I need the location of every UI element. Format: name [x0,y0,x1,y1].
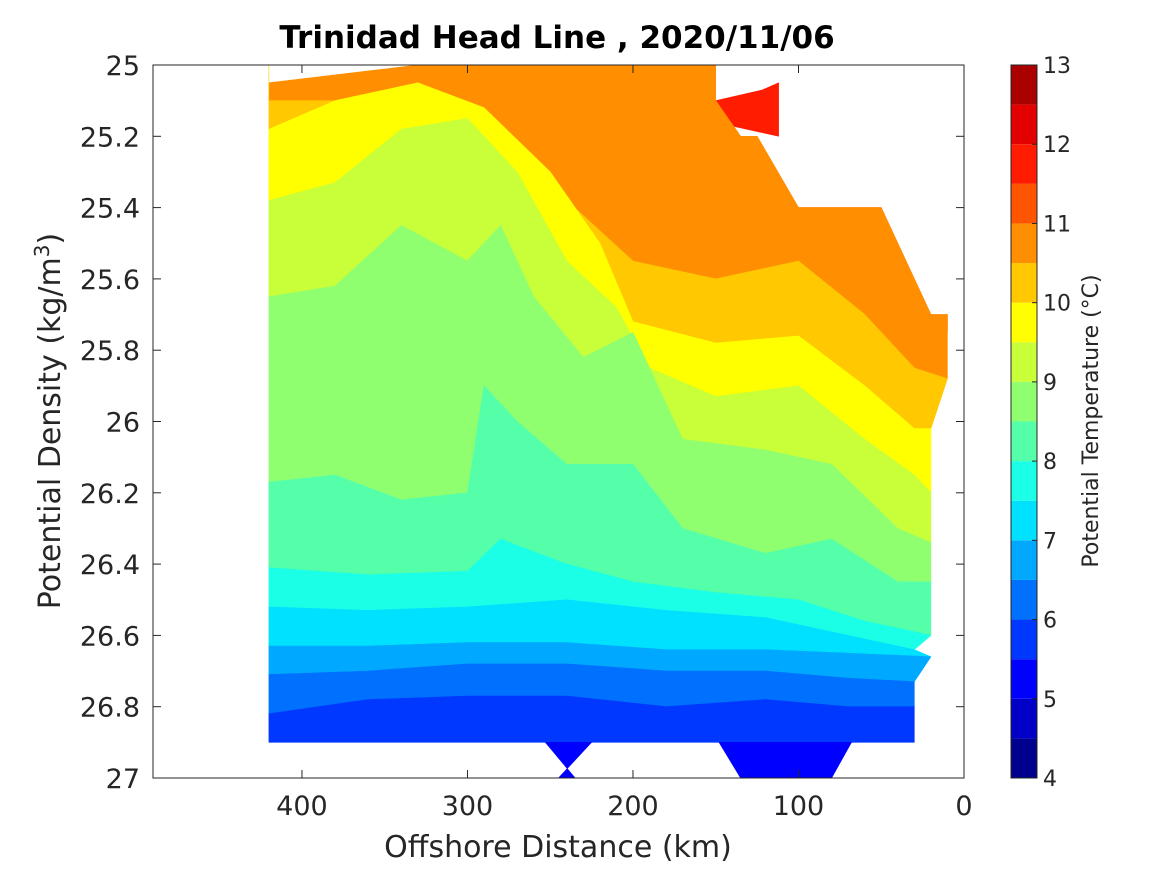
colorbar-segment-8 [1011,421,1037,462]
contour-band-13 [268,695,915,743]
colorbar-tick-label: 7 [1043,529,1057,554]
y-axis-label: Potential Density (kg/m3) [30,233,68,609]
colorbar-segment-12 [1011,263,1037,303]
contour-bands [268,65,948,778]
y-axis-label-superscript: 3 [30,244,54,257]
y-axis-label-main: Potential Density (kg/m [33,257,68,609]
colorbar-segment-2 [1011,659,1037,699]
colorbar-segment-15 [1011,144,1037,184]
colorbar-segment-13 [1011,223,1037,264]
colorbar-segment-17 [1011,65,1037,105]
colorbar-tick-label: 5 [1043,688,1057,713]
colorbar-segment-7 [1011,461,1037,501]
colorbar-segment-16 [1011,104,1037,145]
x-tick-label: 100 [773,791,825,822]
y-tick-label: 26.4 [80,550,140,581]
colorbar-segment-3 [1011,619,1037,660]
colorbar-segment-10 [1011,342,1037,382]
y-tick-label: 25 [106,51,140,82]
y-tick-label: 25.6 [80,265,140,296]
y-tick-label: 26.2 [80,479,140,510]
colorbar-tick-label: 9 [1043,371,1057,396]
colorbar-ticks: 4 5 6 7 8 9 10 11 12 13 [1032,54,1071,792]
colorbar-segment-5 [1011,540,1037,580]
colorbar-segment-6 [1011,500,1037,541]
x-axis-ticks: 400 300 200 100 0 [276,65,973,822]
y-axis-ticks: 25 25.2 25.4 25.6 25.8 26 26.2 26.4 26.6 26.8 27 [80,51,964,795]
x-axis-label: Offshore Distance (km) [384,830,732,865]
y-tick-label: 26.8 [80,693,140,724]
y-tick-label: 27 [106,764,140,795]
colorbar-frame [1010,64,1038,779]
contour-band-15 [718,741,853,778]
chart-title: Trinidad Head Line , 2020/11/06 [279,20,834,56]
y-tick-label: 25.4 [80,194,140,225]
colorbar-tick-label: 6 [1043,609,1057,634]
colorbar-tick-label: 11 [1043,212,1071,237]
colorbar-segment-4 [1011,579,1037,620]
colorbar-segment-1 [1011,698,1037,739]
y-tick-label: 25.8 [80,336,140,367]
x-tick-label: 200 [607,791,659,822]
colorbar-label: Potential Temperature (°C) [1079,274,1104,567]
colorbar [1011,65,1037,778]
x-tick-label: 0 [955,791,972,822]
colorbar-tick-label: 13 [1043,54,1071,79]
y-tick-label: 25.2 [80,122,140,153]
colorbar-segment-0 [1011,738,1037,778]
y-tick-label: 26 [106,408,140,439]
colorbar-tick-label: 4 [1043,767,1057,792]
colorbar-tick-label: 8 [1043,450,1057,475]
colorbar-segment-11 [1011,302,1037,343]
contour-band-14 [544,741,593,778]
x-tick-label: 400 [276,791,328,822]
y-tick-label: 26.6 [80,621,140,652]
x-tick-label: 300 [442,791,494,822]
colorbar-segment-14 [1011,183,1037,224]
colorbar-tick-label: 12 [1043,133,1071,158]
y-axis-label-close: ) [33,233,68,245]
colorbar-segment-9 [1011,381,1037,422]
colorbar-tick-label: 10 [1043,292,1071,317]
